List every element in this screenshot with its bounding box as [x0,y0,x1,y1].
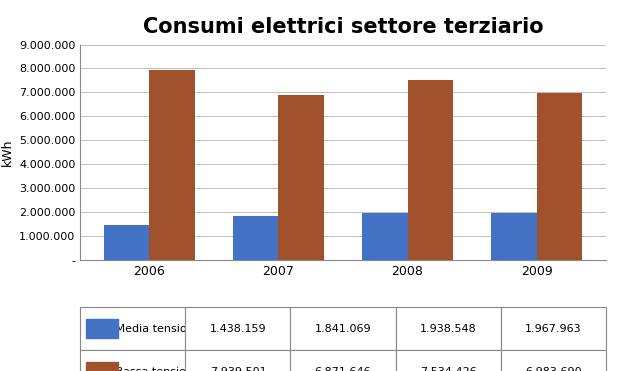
Y-axis label: kWh: kWh [1,138,14,166]
Bar [104,225,150,260]
Bar [407,79,453,260]
Bar [150,70,195,260]
Bar [491,213,536,260]
Bar [233,216,279,260]
Bar [279,95,324,260]
Bar [362,213,407,260]
Bar [536,93,582,260]
Title: Consumi elettrici settore terziario: Consumi elettrici settore terziario [143,17,543,37]
